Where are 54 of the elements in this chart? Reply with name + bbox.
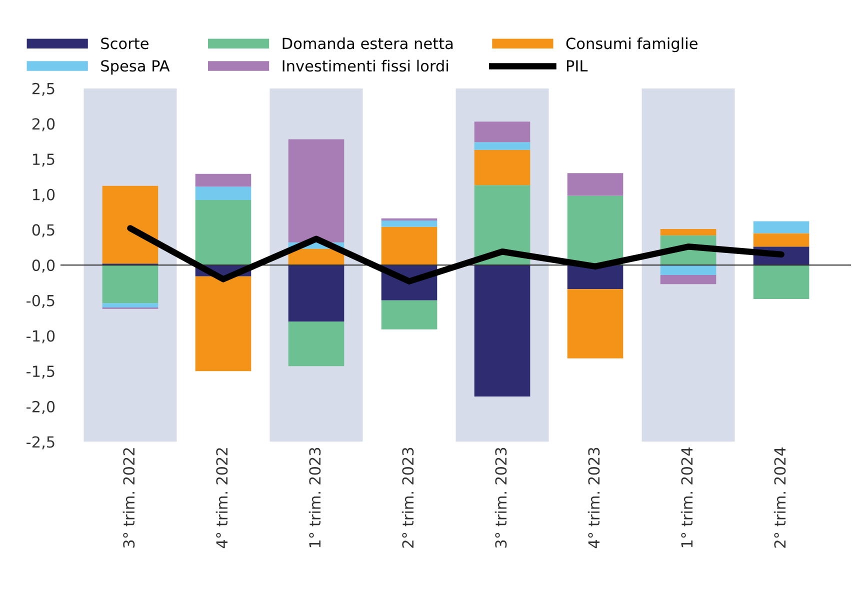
legend-label: Scorte	[101, 38, 148, 50]
y-tick-label: 0,5	[32, 224, 54, 238]
legend-label: Consumi famiglie	[566, 37, 698, 52]
y-tick-label: 1,0	[33, 188, 55, 202]
bar	[288, 139, 344, 242]
y-tick-label: 2,5	[32, 82, 54, 96]
bar	[195, 186, 252, 200]
bar	[567, 265, 624, 290]
bar	[567, 173, 624, 196]
y-tick-label: -2,0	[26, 400, 55, 414]
y-tick-label: -0,5	[26, 294, 54, 308]
x-tick-label: 4° trim. 2023	[588, 448, 600, 548]
bar	[753, 233, 810, 247]
bar	[474, 142, 530, 150]
bar	[288, 265, 344, 322]
legend-label: Investimenti fissi lordi	[282, 60, 448, 72]
bar	[195, 276, 252, 372]
y-tick-label: -1,0	[26, 330, 55, 344]
bar	[474, 122, 530, 142]
x-tick-label: 1° trim. 2024	[680, 447, 693, 548]
y-tick-label: 0,0	[32, 260, 55, 273]
legend-label: Spesa PA	[101, 60, 170, 75]
bar	[660, 229, 716, 236]
bar	[660, 265, 716, 275]
x-tick-label: 2° trim. 2024	[774, 447, 786, 548]
x-tick-label: 3° trim. 2023	[494, 448, 507, 548]
bar	[381, 220, 438, 227]
bar	[195, 174, 252, 187]
bar	[474, 185, 530, 266]
y-tick-label: -1,5	[26, 366, 54, 379]
bar	[195, 200, 252, 266]
bar	[288, 322, 344, 366]
bar	[474, 150, 530, 186]
bar	[753, 221, 810, 234]
bar	[102, 265, 158, 304]
legend-label: PIL	[566, 60, 588, 72]
bar	[381, 226, 438, 266]
legend-label: Domanda estera netta	[282, 37, 453, 50]
bar	[474, 265, 530, 397]
y-tick-label: 2,0	[32, 118, 55, 132]
bar	[102, 186, 158, 264]
bar	[381, 300, 438, 330]
x-tick-label: 1° trim. 2023	[308, 448, 321, 548]
y-tick-label: 1,5	[33, 154, 54, 167]
bar	[660, 274, 716, 284]
x-tick-label: 3° trim. 2022	[122, 448, 135, 548]
y-tick-label: -2,5	[26, 436, 54, 450]
x-tick-label: 4° trim. 2022	[216, 448, 228, 548]
bar	[567, 196, 624, 266]
x-tick-label: 2° trim. 2023	[402, 448, 414, 548]
bar	[567, 289, 624, 358]
bar	[753, 265, 810, 299]
bar	[102, 303, 158, 308]
bar	[381, 218, 438, 221]
